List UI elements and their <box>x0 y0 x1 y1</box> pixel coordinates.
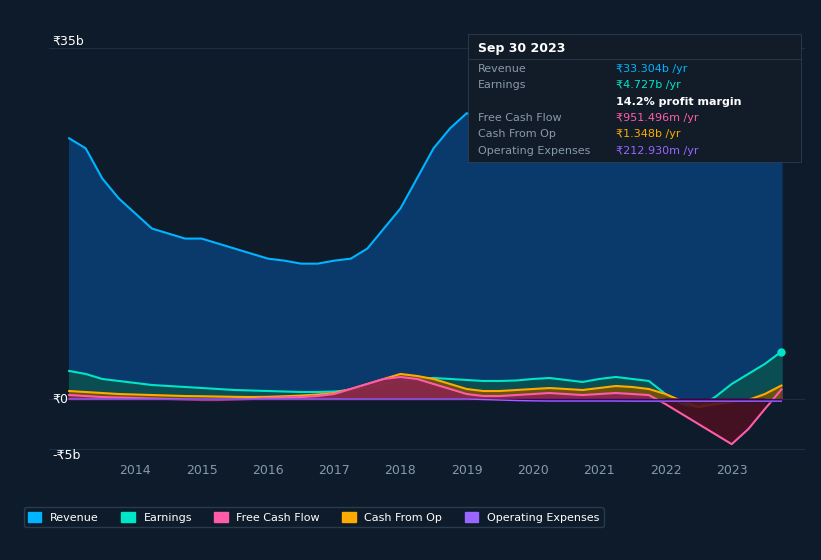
Text: Cash From Op: Cash From Op <box>478 129 555 139</box>
Text: ₹0: ₹0 <box>53 393 69 405</box>
Text: ₹4.727b /yr: ₹4.727b /yr <box>616 80 681 90</box>
Text: Sep 30 2023: Sep 30 2023 <box>478 42 565 55</box>
Text: ₹951.496m /yr: ₹951.496m /yr <box>616 113 698 123</box>
Text: Revenue: Revenue <box>478 64 526 74</box>
Text: ₹1.348b /yr: ₹1.348b /yr <box>616 129 681 139</box>
FancyBboxPatch shape <box>469 35 800 162</box>
Text: ₹212.930m /yr: ₹212.930m /yr <box>616 146 698 156</box>
Text: Earnings: Earnings <box>478 80 526 90</box>
Text: -₹5b: -₹5b <box>53 449 81 462</box>
Text: Free Cash Flow: Free Cash Flow <box>478 113 561 123</box>
Text: ₹33.304b /yr: ₹33.304b /yr <box>616 64 687 74</box>
Text: 14.2% profit margin: 14.2% profit margin <box>616 96 741 106</box>
Legend: Revenue, Earnings, Free Cash Flow, Cash From Op, Operating Expenses: Revenue, Earnings, Free Cash Flow, Cash … <box>24 507 603 527</box>
Text: Operating Expenses: Operating Expenses <box>478 146 590 156</box>
Text: ₹35b: ₹35b <box>53 35 85 48</box>
